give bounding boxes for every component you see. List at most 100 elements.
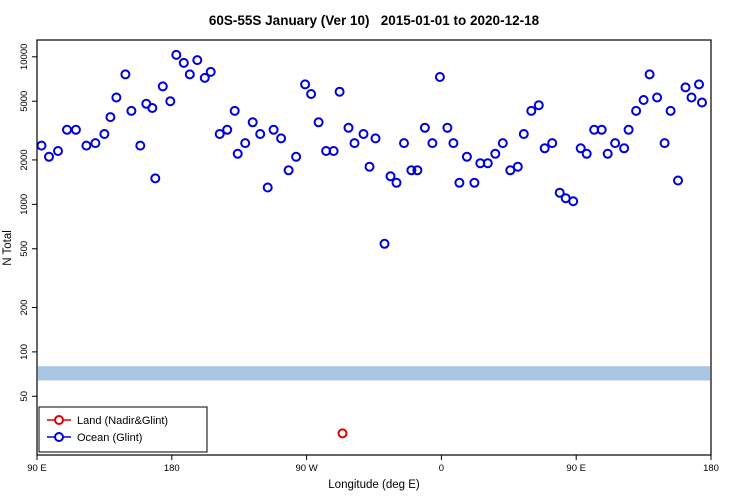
y-tick-label: 200 <box>19 300 30 316</box>
data-point-ocean <box>313 117 324 128</box>
data-point-ocean <box>406 165 417 176</box>
data-point-ocean <box>602 148 613 159</box>
legend-ocean-marker-icon <box>54 432 64 442</box>
data-point-ocean <box>391 177 402 188</box>
data-point-ocean <box>283 165 294 176</box>
data-point-ocean <box>349 138 360 149</box>
data-point-ocean <box>581 148 592 159</box>
y-tick-label: 100 <box>19 344 30 360</box>
points-layer <box>36 49 707 439</box>
data-point-ocean <box>454 177 465 188</box>
data-point-ocean <box>70 124 81 135</box>
data-point-ocean <box>490 148 501 159</box>
data-point-ocean <box>461 151 472 162</box>
legend-box <box>38 406 208 453</box>
data-point-ocean <box>673 175 683 186</box>
data-point-ocean <box>135 140 146 151</box>
legend-land-label: Land (Nadir&Glint) <box>77 415 168 427</box>
data-point-ocean <box>610 138 621 149</box>
data-point-ocean <box>427 138 438 149</box>
data-point-ocean <box>105 112 116 123</box>
data-point-ocean <box>199 72 210 83</box>
x-axis-label: Longitude (deg E) <box>328 479 420 491</box>
y-tick-label: 50 <box>19 391 30 402</box>
data-point-ocean <box>686 92 697 103</box>
data-point-ocean <box>526 105 537 116</box>
plot-border <box>36 39 712 456</box>
data-point-ocean <box>518 129 529 139</box>
y-tick-label: 500 <box>19 241 30 257</box>
data-point-ocean <box>90 138 101 149</box>
data-point-ocean <box>229 105 240 116</box>
legend-land-marker-icon <box>54 415 64 425</box>
data-point-ocean <box>192 55 203 66</box>
data-point-ocean <box>631 105 642 116</box>
data-point-ocean <box>568 196 579 207</box>
data-point-ocean <box>99 129 110 139</box>
data-point-ocean <box>300 79 311 90</box>
data-point-ocean <box>171 49 182 60</box>
data-point-ocean <box>694 79 704 90</box>
data-point-ocean <box>178 57 189 68</box>
data-point-ocean <box>364 161 375 172</box>
data-point-ocean <box>53 146 63 156</box>
data-point-ocean <box>262 182 273 193</box>
data-point-ocean <box>434 72 445 82</box>
data-point-ocean <box>482 158 493 169</box>
data-point-ocean <box>247 117 258 128</box>
data-point-ocean <box>680 82 691 93</box>
data-point-ocean <box>554 187 565 198</box>
data-point-ocean <box>652 92 663 103</box>
data-point-ocean <box>150 173 161 184</box>
data-point-ocean <box>533 100 544 111</box>
data-point-ocean <box>358 129 369 139</box>
data-point-ocean <box>81 140 92 151</box>
y-tick-label: 10000 <box>19 44 30 70</box>
y-tick-label: 2000 <box>19 149 30 170</box>
data-point-land <box>337 428 348 439</box>
data-point-ocean <box>44 151 54 162</box>
x-tick-label: 180 <box>703 463 719 474</box>
x-tick-label: 0 <box>439 463 444 474</box>
highlight-band-layer <box>38 366 710 381</box>
data-point-ocean <box>469 177 480 188</box>
ticks-layer: 90 E 180 90 W 0 90 E 180 50 100 200 500 1000 2000 50… <box>19 44 719 474</box>
data-point-ocean <box>126 105 137 116</box>
data-point-ocean <box>385 171 396 182</box>
data-point-ocean <box>638 95 649 105</box>
y-tick-label: 1000 <box>19 194 30 215</box>
data-point-ocean <box>232 148 243 159</box>
data-point-ocean <box>255 129 266 139</box>
data-point-ocean <box>539 143 550 154</box>
data-point-ocean <box>120 69 131 80</box>
data-point-ocean <box>205 66 216 77</box>
data-point-ocean <box>184 69 195 80</box>
data-point-ocean <box>165 96 176 107</box>
data-point-ocean <box>547 138 558 149</box>
x-tick-label: 90 E <box>566 463 586 474</box>
chart-title: 60S-55S January (Ver 10) 2015-01-01 to 2… <box>209 13 540 28</box>
data-point-ocean <box>596 124 607 135</box>
data-point-ocean <box>328 146 339 156</box>
data-point-ocean <box>497 138 508 149</box>
data-point-ocean <box>291 151 302 162</box>
data-point-ocean <box>412 165 423 176</box>
data-point-ocean <box>448 138 459 149</box>
data-point-ocean <box>222 124 233 135</box>
highlight-band <box>38 366 710 381</box>
data-point-ocean <box>111 92 122 103</box>
y-tick-label: 5000 <box>19 91 30 112</box>
data-point-ocean <box>268 124 279 135</box>
legend-ocean-label: Ocean (Glint) <box>77 432 142 444</box>
data-point-ocean <box>147 103 158 113</box>
data-point-ocean <box>370 133 381 144</box>
data-point-ocean <box>157 81 168 92</box>
data-point-ocean <box>442 122 453 133</box>
data-point-ocean <box>623 124 634 135</box>
data-point-ocean <box>214 129 225 139</box>
data-point-ocean <box>512 161 523 172</box>
data-point-ocean <box>644 69 655 80</box>
data-point-ocean <box>399 138 409 149</box>
x-tick-label: 90 W <box>296 463 318 474</box>
